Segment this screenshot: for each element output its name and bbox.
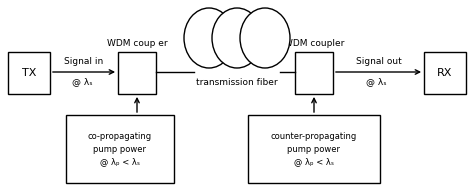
Text: transmission fiber: transmission fiber (196, 78, 278, 87)
Text: RX: RX (438, 68, 453, 78)
Bar (295, 52, 333, 94)
Text: TX: TX (22, 68, 36, 78)
Ellipse shape (184, 8, 234, 68)
Text: WDM coup er: WDM coup er (107, 39, 167, 48)
Text: WDM coupler: WDM coupler (284, 39, 344, 48)
Ellipse shape (240, 8, 290, 68)
Ellipse shape (212, 8, 262, 68)
Bar (248, 115, 380, 183)
Bar (118, 52, 156, 94)
Text: Signal in: Signal in (64, 57, 104, 66)
Text: @ λₛ: @ λₛ (72, 77, 92, 86)
Bar (8, 52, 50, 94)
Text: co-propagating
pump power
@ λₚ < λₛ: co-propagating pump power @ λₚ < λₛ (88, 132, 152, 166)
Bar (424, 52, 466, 94)
Text: @ λₛ: @ λₛ (366, 77, 387, 86)
Text: counter-propagating
pump power
@ λₚ < λₛ: counter-propagating pump power @ λₚ < λₛ (271, 132, 357, 166)
Text: Signal out: Signal out (356, 57, 401, 66)
Bar (66, 115, 174, 183)
